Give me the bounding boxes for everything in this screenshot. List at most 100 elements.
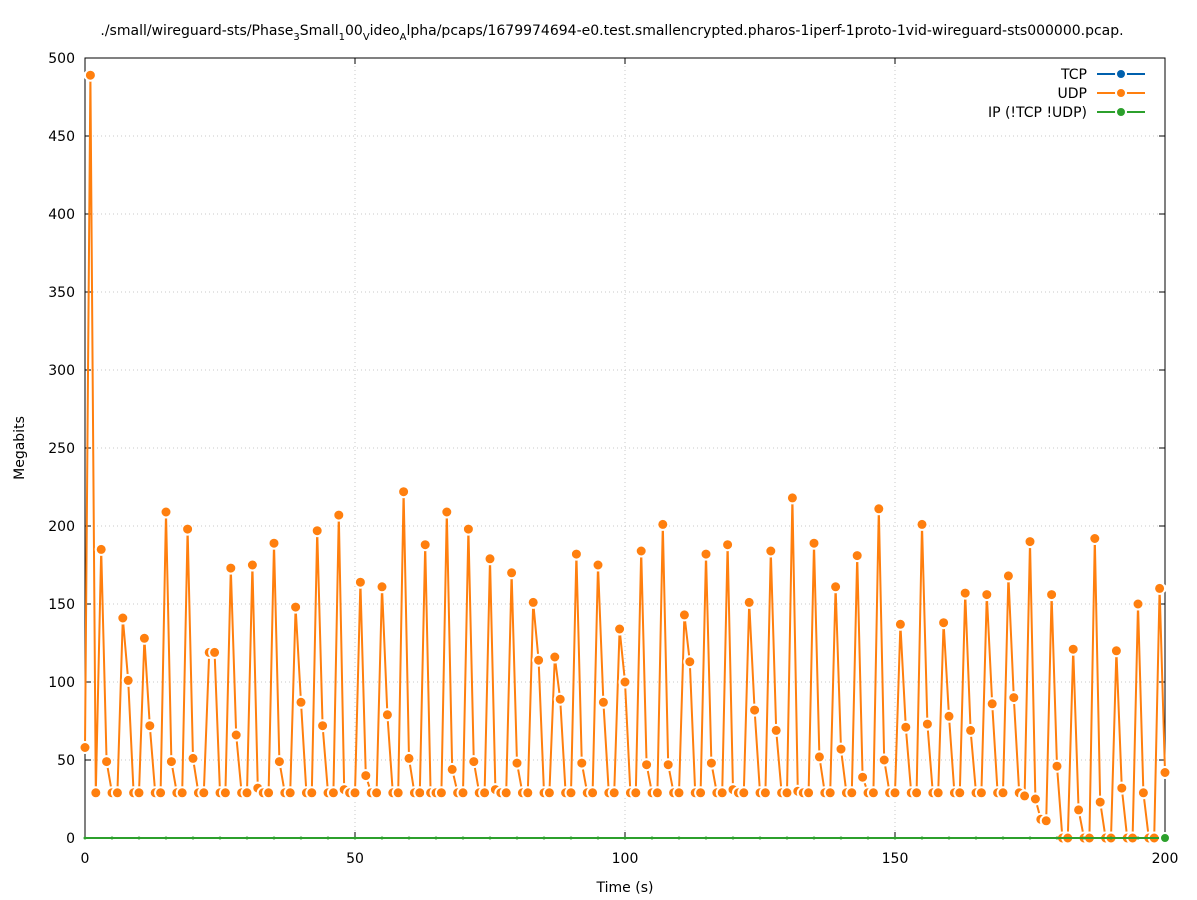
data-point bbox=[359, 769, 373, 783]
data-point bbox=[672, 786, 686, 800]
data-point bbox=[548, 650, 562, 664]
data-point bbox=[397, 485, 411, 499]
axis-ticks: 0 50 100 150 200 250 300 350 400 450 500 0 50 100 150 2… bbox=[48, 51, 1178, 867]
data-point bbox=[640, 758, 654, 772]
data-point bbox=[785, 836, 789, 840]
data-point bbox=[758, 786, 772, 800]
data-point bbox=[283, 786, 297, 800]
data-point bbox=[175, 786, 189, 800]
x-tick-label: 50 bbox=[346, 851, 364, 867]
data-point bbox=[83, 836, 87, 840]
data-point bbox=[1159, 832, 1171, 844]
data-point bbox=[1050, 759, 1064, 773]
data-point bbox=[629, 786, 643, 800]
data-point bbox=[488, 836, 492, 840]
data-point bbox=[694, 786, 708, 800]
y-tick-label: 0 bbox=[66, 831, 75, 847]
y-tick-label: 50 bbox=[57, 753, 75, 769]
data-point bbox=[89, 786, 103, 800]
data-point bbox=[137, 631, 151, 645]
data-point bbox=[499, 786, 513, 800]
data-point bbox=[413, 786, 427, 800]
data-point bbox=[1109, 836, 1113, 840]
data-point bbox=[683, 655, 697, 669]
data-point bbox=[980, 588, 994, 602]
data-point bbox=[326, 836, 330, 840]
data-point bbox=[866, 786, 880, 800]
data-point bbox=[618, 675, 632, 689]
data-point bbox=[569, 547, 583, 561]
series-1 bbox=[78, 68, 1172, 845]
data-point bbox=[380, 708, 394, 722]
data-point bbox=[197, 786, 211, 800]
data-point bbox=[802, 786, 816, 800]
data-point bbox=[920, 717, 934, 731]
data-point bbox=[94, 542, 108, 556]
data-point bbox=[208, 645, 222, 659]
data-point bbox=[137, 836, 141, 840]
data-point bbox=[947, 836, 951, 840]
data-point bbox=[515, 836, 519, 840]
data-point bbox=[737, 786, 751, 800]
data-point bbox=[478, 786, 492, 800]
data-point bbox=[661, 758, 675, 772]
data-point bbox=[613, 622, 627, 636]
data-point bbox=[704, 836, 708, 840]
data-point bbox=[910, 786, 924, 800]
data-point bbox=[780, 786, 794, 800]
title-part: ./small/wireguard-sts/Phase bbox=[100, 23, 293, 39]
data-point bbox=[370, 786, 384, 800]
data-point bbox=[1018, 789, 1032, 803]
data-point bbox=[829, 580, 843, 594]
legend-label: UDP bbox=[1058, 86, 1087, 102]
data-point bbox=[1136, 786, 1150, 800]
data-point bbox=[596, 695, 610, 709]
data-point bbox=[289, 600, 303, 614]
data-point bbox=[1109, 644, 1123, 658]
data-point bbox=[569, 836, 573, 840]
data-point bbox=[418, 538, 432, 552]
data-point bbox=[866, 836, 870, 840]
data-point bbox=[461, 836, 465, 840]
y-axis-label: Megabits bbox=[12, 416, 28, 480]
data-point bbox=[699, 547, 713, 561]
data-point bbox=[1039, 814, 1053, 828]
data-point bbox=[245, 558, 259, 572]
data-point bbox=[812, 836, 816, 840]
data-point bbox=[850, 549, 864, 563]
data-point bbox=[391, 786, 405, 800]
data-point bbox=[110, 786, 124, 800]
data-point bbox=[877, 753, 891, 767]
data-point bbox=[143, 719, 157, 733]
data-point bbox=[623, 836, 627, 840]
data-point bbox=[872, 502, 886, 516]
title-part: A bbox=[400, 32, 407, 43]
data-point bbox=[920, 836, 924, 840]
data-point bbox=[715, 786, 729, 800]
data-point bbox=[731, 836, 735, 840]
data-point bbox=[996, 786, 1010, 800]
data-point bbox=[245, 836, 249, 840]
data-point bbox=[542, 836, 546, 840]
data-point bbox=[834, 742, 848, 756]
data-point bbox=[677, 608, 691, 622]
data-point bbox=[305, 786, 319, 800]
chart-title: ./small/wireguard-sts/Phase3Small100Vide… bbox=[100, 23, 1123, 43]
data-point bbox=[353, 836, 357, 840]
data-point bbox=[769, 723, 783, 737]
data-point bbox=[974, 786, 988, 800]
title-part: S bbox=[300, 23, 309, 39]
data-point bbox=[434, 836, 438, 840]
y-tick-label: 100 bbox=[48, 675, 75, 691]
data-point bbox=[985, 697, 999, 711]
data-point bbox=[332, 508, 346, 522]
data-point bbox=[159, 505, 173, 519]
data-point bbox=[953, 786, 967, 800]
data-point bbox=[1066, 642, 1080, 656]
y-tick-label: 150 bbox=[48, 597, 75, 613]
data-point bbox=[380, 836, 384, 840]
data-point bbox=[78, 741, 92, 754]
data-point bbox=[316, 719, 330, 733]
y-tick-label: 500 bbox=[48, 51, 75, 67]
